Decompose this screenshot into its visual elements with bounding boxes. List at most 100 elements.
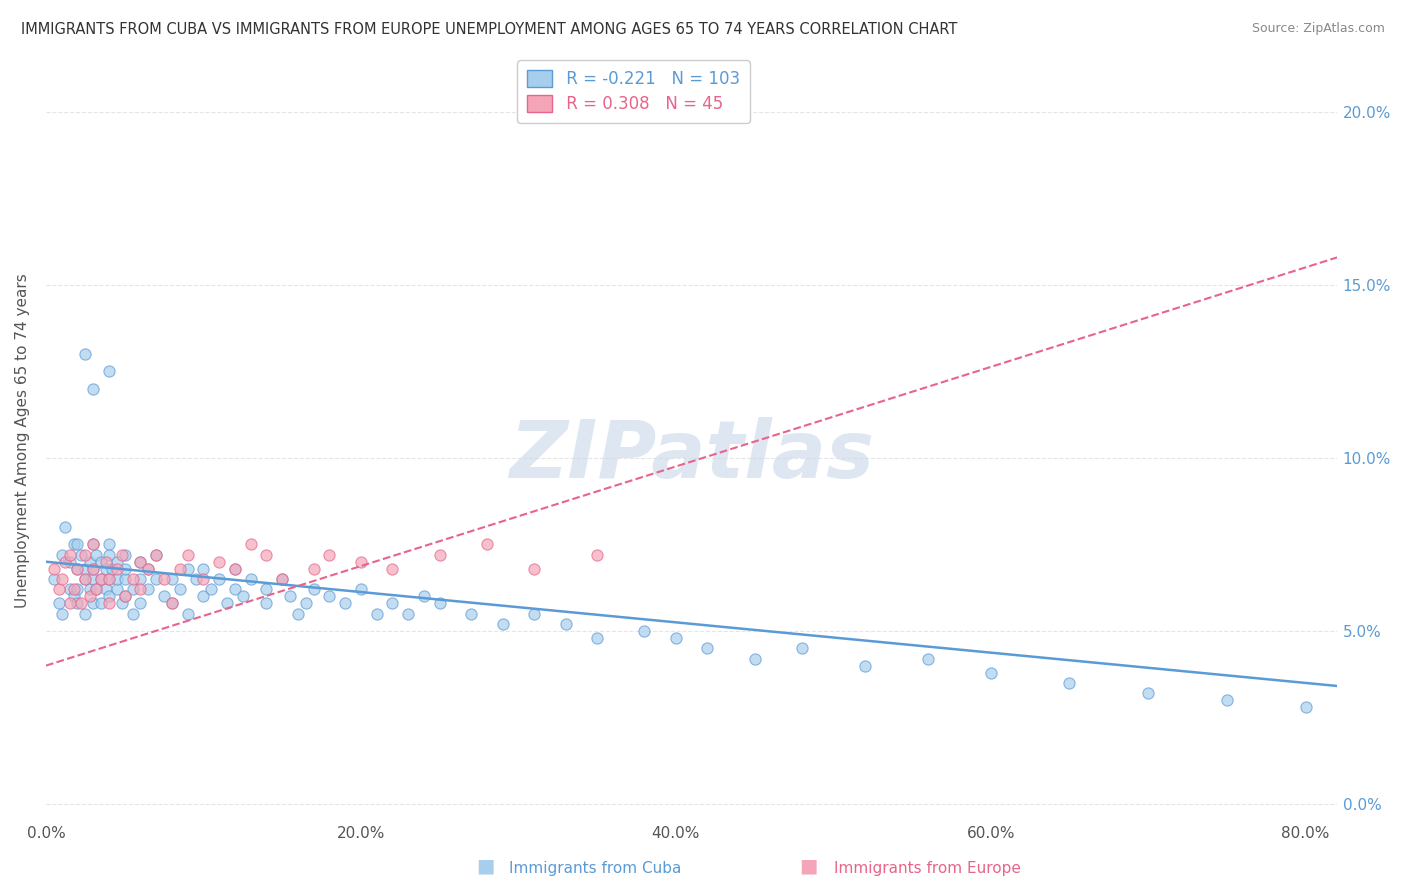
Point xyxy=(586,548,609,562)
Point xyxy=(97,364,120,378)
Point xyxy=(129,582,152,597)
Point xyxy=(294,596,316,610)
Point xyxy=(114,590,136,604)
Point xyxy=(153,590,176,604)
Point xyxy=(215,596,238,610)
Point xyxy=(271,572,294,586)
Point xyxy=(381,596,404,610)
Point xyxy=(69,596,91,610)
Point xyxy=(278,590,301,604)
Point xyxy=(114,590,136,604)
Point xyxy=(1295,700,1317,714)
Point xyxy=(1137,686,1160,700)
Point xyxy=(696,641,718,656)
Point xyxy=(491,617,513,632)
Point xyxy=(633,624,655,638)
Point xyxy=(254,596,277,610)
Point xyxy=(333,596,356,610)
Point xyxy=(114,548,136,562)
Point xyxy=(48,582,70,597)
Point xyxy=(82,562,104,576)
Point xyxy=(136,562,159,576)
Point xyxy=(86,548,108,562)
Point xyxy=(665,631,688,645)
Point xyxy=(82,562,104,576)
Point xyxy=(412,590,434,604)
Point xyxy=(110,548,132,562)
Point xyxy=(94,582,117,597)
Point xyxy=(129,596,152,610)
Point xyxy=(86,582,108,597)
Point xyxy=(396,607,419,621)
Point xyxy=(114,562,136,576)
Point xyxy=(475,537,498,551)
Point xyxy=(58,582,80,597)
Point xyxy=(79,590,101,604)
Point xyxy=(75,562,97,576)
Point xyxy=(145,572,167,586)
Point xyxy=(744,651,766,665)
Point xyxy=(193,562,215,576)
Point xyxy=(75,607,97,621)
Point xyxy=(63,537,86,551)
Point xyxy=(176,548,198,562)
Point xyxy=(48,596,70,610)
Point xyxy=(97,596,120,610)
Point xyxy=(75,548,97,562)
Point xyxy=(129,572,152,586)
Point xyxy=(121,572,143,586)
Point xyxy=(79,555,101,569)
Point xyxy=(429,548,451,562)
Point xyxy=(79,582,101,597)
Point xyxy=(318,590,340,604)
Point xyxy=(101,562,124,576)
Text: ZIPatlas: ZIPatlas xyxy=(509,417,875,495)
Point xyxy=(917,651,939,665)
Point xyxy=(90,596,112,610)
Point xyxy=(1059,676,1081,690)
Point xyxy=(97,590,120,604)
Point xyxy=(586,631,609,645)
Point xyxy=(366,607,388,621)
Point xyxy=(145,548,167,562)
Point xyxy=(53,520,76,534)
Point xyxy=(121,582,143,597)
Point xyxy=(97,548,120,562)
Point xyxy=(790,641,813,656)
Point xyxy=(129,555,152,569)
Text: Source: ZipAtlas.com: Source: ZipAtlas.com xyxy=(1251,22,1385,36)
Point xyxy=(105,562,128,576)
Point xyxy=(97,572,120,586)
Point xyxy=(66,562,89,576)
Point xyxy=(42,572,65,586)
Point xyxy=(66,537,89,551)
Point xyxy=(66,582,89,597)
Point xyxy=(90,572,112,586)
Point xyxy=(82,596,104,610)
Text: ■: ■ xyxy=(799,857,818,876)
Point xyxy=(224,562,246,576)
Point xyxy=(980,665,1002,680)
Point xyxy=(554,617,576,632)
Point xyxy=(160,572,183,586)
Point xyxy=(176,607,198,621)
Point xyxy=(105,582,128,597)
Point xyxy=(105,572,128,586)
Point xyxy=(232,590,254,604)
Point xyxy=(381,562,404,576)
Point xyxy=(97,537,120,551)
Point xyxy=(94,555,117,569)
Point xyxy=(75,572,97,586)
Text: IMMIGRANTS FROM CUBA VS IMMIGRANTS FROM EUROPE UNEMPLOYMENT AMONG AGES 65 TO 74 : IMMIGRANTS FROM CUBA VS IMMIGRANTS FROM … xyxy=(21,22,957,37)
Point xyxy=(254,548,277,562)
Text: Immigrants from Europe: Immigrants from Europe xyxy=(834,861,1021,876)
Point xyxy=(82,382,104,396)
Point xyxy=(318,548,340,562)
Point xyxy=(90,572,112,586)
Point xyxy=(160,596,183,610)
Point xyxy=(169,582,191,597)
Point xyxy=(114,572,136,586)
Point xyxy=(169,562,191,576)
Point xyxy=(97,572,120,586)
Point xyxy=(239,572,262,586)
